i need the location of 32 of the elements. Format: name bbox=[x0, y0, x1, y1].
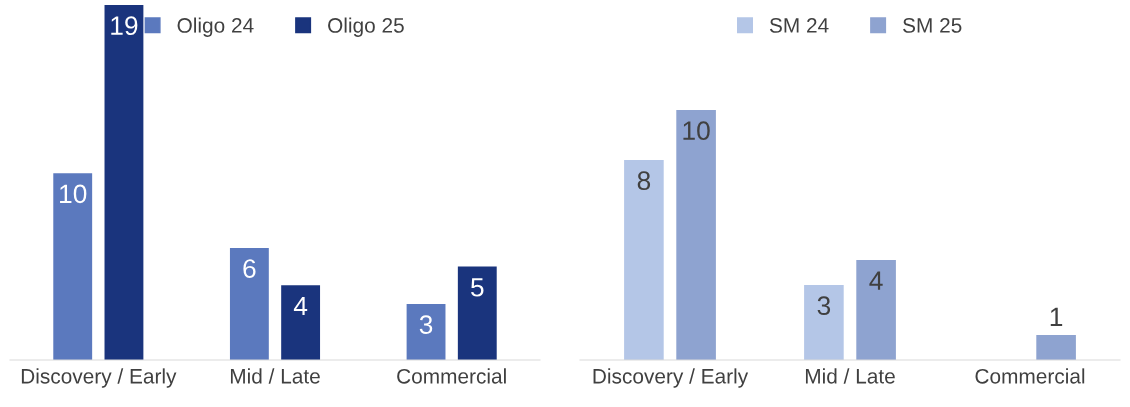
x-tick-label: Mid / Late bbox=[230, 368, 320, 384]
bar bbox=[104, 5, 144, 360]
data-label: 10 bbox=[683, 121, 710, 141]
data-label: 6 bbox=[243, 259, 256, 278]
x-tick-label: Discovery / Early bbox=[593, 368, 749, 388]
bar bbox=[676, 110, 716, 360]
bar bbox=[229, 247, 269, 360]
data-label: 8 bbox=[637, 171, 651, 191]
bar bbox=[804, 285, 844, 360]
bar bbox=[624, 160, 664, 360]
legend-label: SM 25 bbox=[903, 18, 962, 33]
data-label: 5 bbox=[471, 278, 484, 297]
bar bbox=[406, 303, 446, 360]
legend-label: Oligo 25 bbox=[328, 17, 404, 37]
data-label: 3 bbox=[817, 296, 831, 316]
bar bbox=[281, 285, 321, 360]
data-label: 3 bbox=[419, 315, 433, 334]
data-label: 10 bbox=[60, 184, 87, 204]
data-label: 4 bbox=[869, 271, 883, 290]
legend-label: SM 24 bbox=[769, 18, 829, 33]
data-label: 4 bbox=[293, 296, 308, 316]
bar bbox=[457, 266, 497, 360]
bar bbox=[856, 260, 896, 360]
data-label: 1 bbox=[1050, 307, 1063, 326]
data-label: 19 bbox=[111, 16, 138, 36]
bar bbox=[1036, 335, 1076, 360]
x-tick-label: Commercial bbox=[975, 368, 1085, 384]
legend-label: Oligo 24 bbox=[177, 17, 254, 37]
x-tick-label: Discovery / Early bbox=[21, 368, 177, 388]
x-tick-label: Mid / Late bbox=[805, 368, 895, 384]
bar bbox=[53, 173, 93, 360]
x-tick-label: Commercial bbox=[397, 368, 506, 384]
